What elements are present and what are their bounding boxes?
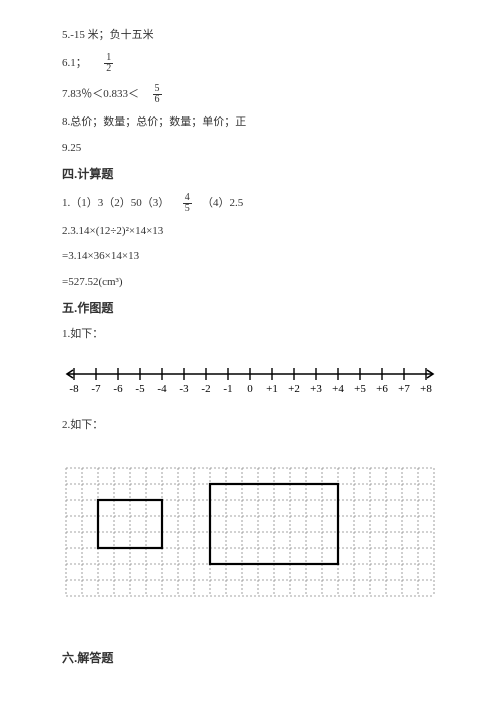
sec4-line1-b: （4）2.5: [197, 197, 244, 209]
sec5-line2: 2.如下：: [62, 418, 438, 433]
svg-text:-7: -7: [91, 383, 101, 395]
answer-6-prefix: 6.1；: [62, 57, 87, 69]
answer-7-prefix: 7.83％＜0.833＜: [62, 88, 139, 100]
svg-text:-4: -4: [157, 383, 167, 395]
sec4-line1-a: 1.（1）3（2）50（3）: [62, 197, 169, 209]
svg-text:+6: +6: [376, 383, 388, 395]
svg-text:+4: +4: [332, 383, 344, 395]
sec4-line3: =3.14×36×14×13: [62, 249, 438, 264]
svg-text:+2: +2: [288, 383, 300, 395]
svg-text:+5: +5: [354, 383, 366, 395]
grid-svg: [62, 452, 438, 612]
svg-text:-8: -8: [69, 383, 79, 395]
svg-text:-6: -6: [113, 383, 123, 395]
svg-text:+3: +3: [310, 383, 322, 395]
frac-den: 5: [183, 204, 192, 214]
number-line-figure: -8 -7 -6 -5 -4 -3 -2 -1 0 +1 +2 +3 +4 +5 +6 +7 +8: [62, 360, 438, 400]
sec4-line1: 1.（1）3（2）50（3） 4 5 （4）2.5: [62, 193, 438, 214]
section-6-title: 六.解答题: [62, 650, 438, 667]
svg-text:0: 0: [247, 383, 253, 395]
svg-text:-1: -1: [223, 383, 232, 395]
sec4-line2: 2.3.14×(12÷2)²×14×13: [62, 224, 438, 239]
answer-7: 7.83％＜0.833＜ 5 6: [62, 84, 438, 105]
svg-text:+7: +7: [398, 383, 410, 395]
section-5-title: 五.作图题: [62, 300, 438, 317]
answer-8: 8.总价；数量；总价；数量；单价；正: [62, 115, 438, 130]
number-line-svg: -8 -7 -6 -5 -4 -3 -2 -1 0 +1 +2 +3 +4 +5 +6 +7 +8: [62, 360, 438, 400]
sec5-line1: 1.如下：: [62, 327, 438, 342]
svg-text:-3: -3: [179, 383, 189, 395]
svg-text:+1: +1: [266, 383, 278, 395]
svg-text:-5: -5: [135, 383, 145, 395]
answer-5: 5.-15 米；负十五米: [62, 28, 438, 43]
frac-den: 6: [153, 95, 162, 105]
fraction-4-5: 4 5: [183, 193, 192, 214]
svg-text:-2: -2: [201, 383, 210, 395]
fraction-5-6: 5 6: [153, 84, 162, 105]
svg-text:+8: +8: [420, 383, 432, 395]
frac-den: 2: [104, 64, 113, 74]
grid-figure: [62, 452, 438, 612]
answer-6: 6.1； 1 2: [62, 53, 438, 74]
sec4-line4: =527.52(cm³): [62, 275, 438, 290]
section-4-title: 四.计算题: [62, 166, 438, 183]
answer-9: 9.25: [62, 141, 438, 156]
fraction-1-2: 1 2: [104, 53, 113, 74]
